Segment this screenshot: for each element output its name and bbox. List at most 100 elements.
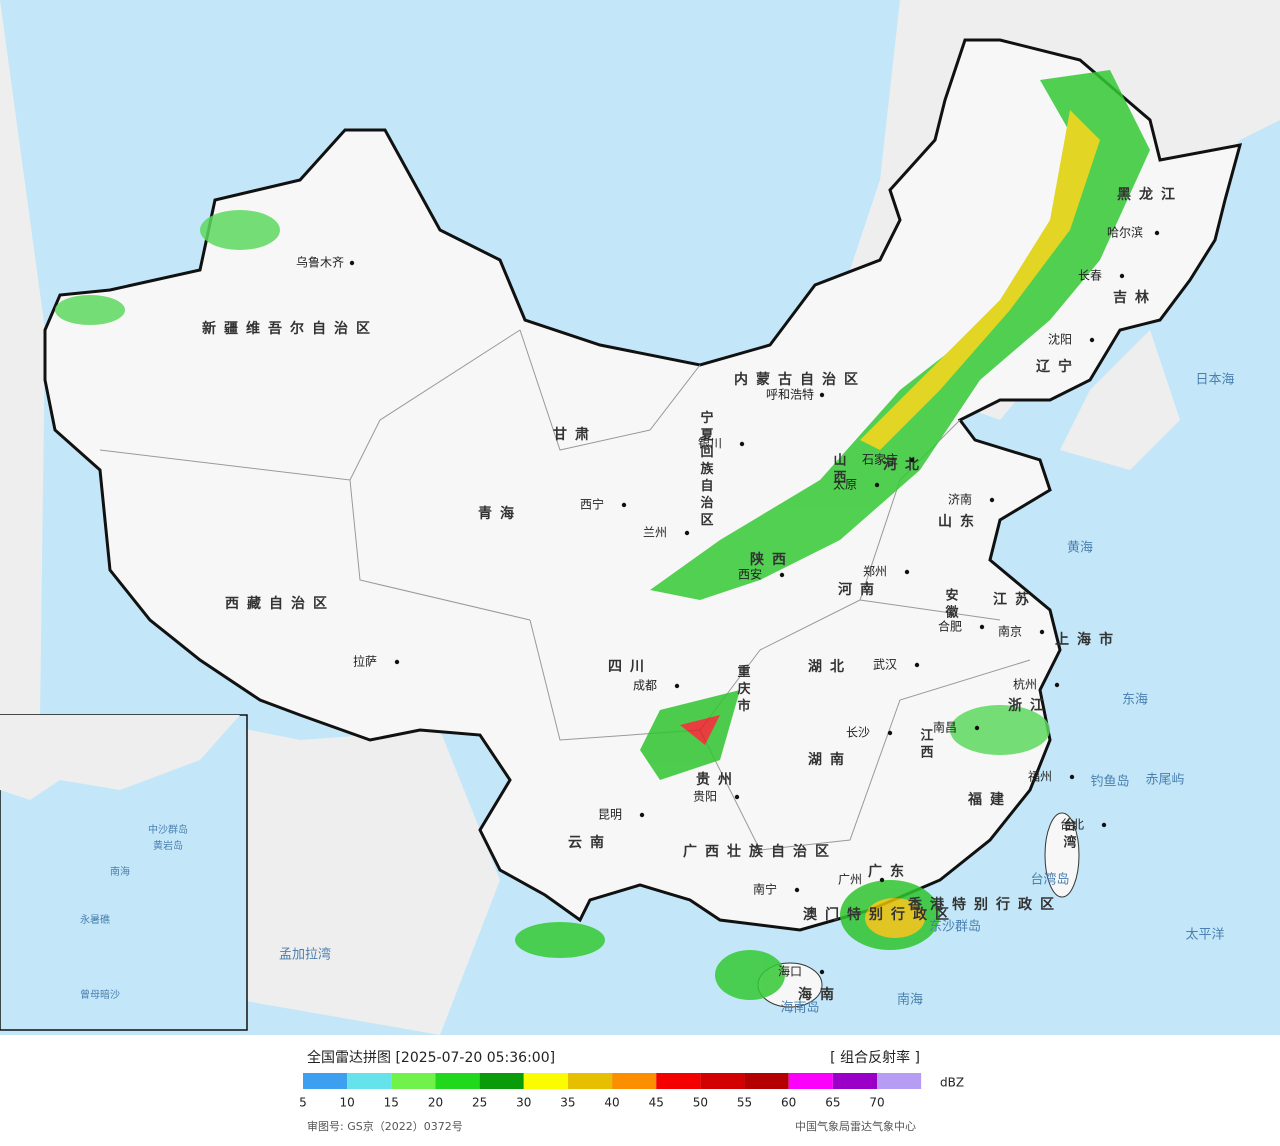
province-label: 福建 xyxy=(967,791,1012,808)
sea-label: 钓鱼岛 xyxy=(1090,774,1129,790)
inset-label: 曾母暗沙 xyxy=(80,988,120,1001)
city-dot xyxy=(734,794,740,800)
legend-tick-label: 65 xyxy=(825,1096,840,1110)
city-dot xyxy=(794,887,800,893)
legend-box xyxy=(832,1073,877,1089)
legend-box xyxy=(656,1073,701,1089)
province-label: 新疆维吾尔自治区 xyxy=(202,320,378,337)
china-outline xyxy=(43,38,1243,932)
sea-label: 东沙群岛 xyxy=(929,919,981,935)
city-dot xyxy=(874,482,880,488)
city-label: 武汉 xyxy=(873,658,897,672)
city-label: 成都 xyxy=(633,679,657,693)
province-label: 贵州 xyxy=(696,771,740,788)
province-label: 上海市 xyxy=(1055,631,1121,648)
inset-label: 中沙群岛 xyxy=(148,823,188,836)
inset-label: 黄岩岛 xyxy=(153,839,183,852)
legend-tick-label: 30 xyxy=(516,1096,531,1110)
legend-tick-label: 10 xyxy=(340,1096,355,1110)
city-dot xyxy=(639,812,645,818)
approval: 审图号: GS京（2022）0372号 xyxy=(307,1119,463,1133)
sea-label: 太平洋 xyxy=(1185,928,1224,943)
inset-label: 南海 xyxy=(110,865,130,878)
city-dot xyxy=(974,725,980,731)
city-dot xyxy=(394,659,400,665)
province-label: 陕西 xyxy=(750,551,794,568)
city-label: 西安 xyxy=(738,567,762,582)
province-label: 广东 xyxy=(868,863,912,880)
legend-tick-label: 20 xyxy=(428,1096,443,1110)
sea-label: 东海 xyxy=(1122,693,1148,708)
legend-tick-label: 60 xyxy=(781,1096,796,1110)
city-label: 西宁 xyxy=(580,497,604,512)
city-label: 台北 xyxy=(1060,817,1084,832)
sea-label: 孟加拉湾 xyxy=(279,947,331,963)
radar-echoes xyxy=(55,70,1150,1000)
legend-tick-label: 25 xyxy=(472,1096,487,1110)
legend-box xyxy=(788,1073,833,1089)
legend-box xyxy=(523,1073,568,1089)
legend-tick-label: 40 xyxy=(604,1096,619,1110)
product: [ 组合反射率 ] xyxy=(830,1049,920,1066)
province-label: 江苏 xyxy=(993,591,1037,608)
province-label: 辽宁 xyxy=(1036,358,1080,375)
legend-box xyxy=(567,1073,613,1089)
legend-box xyxy=(744,1073,789,1089)
legend-tick-label: 35 xyxy=(560,1096,575,1110)
city-dot xyxy=(1054,682,1060,688)
province-label: 香港特别行政区 xyxy=(907,896,1062,913)
city-label: 合肥 xyxy=(938,619,962,634)
province-label: 山西 xyxy=(831,452,847,487)
city-dot xyxy=(684,530,690,536)
city-dot xyxy=(1089,337,1095,343)
city-label: 乌鲁木齐 xyxy=(296,255,344,270)
province-label: 四川 xyxy=(608,659,652,675)
legend-box xyxy=(303,1073,348,1089)
city-dot xyxy=(914,662,920,668)
city-dot xyxy=(887,730,893,736)
city-dot xyxy=(819,969,825,975)
city-label: 昆明 xyxy=(598,808,622,822)
city-dot xyxy=(621,502,627,508)
city-label: 长沙 xyxy=(846,726,870,740)
korea xyxy=(1060,330,1180,470)
legend-tick-label: 50 xyxy=(693,1096,708,1110)
province-label: 宁夏回族自治区 xyxy=(698,410,715,530)
sea-label: 黄海 xyxy=(1067,541,1093,556)
city-label: 沈阳 xyxy=(1048,332,1072,347)
city-label: 长春 xyxy=(1078,269,1102,283)
city-label: 太原 xyxy=(833,477,857,492)
city-label: 济南 xyxy=(948,492,972,507)
city-dot xyxy=(904,569,910,575)
agency: 中国气象局雷达气象中心 xyxy=(795,1119,916,1133)
city-label: 石家庄 xyxy=(862,452,898,467)
province-borders xyxy=(99,329,1031,851)
title: 全国雷达拼图 [2025-07-20 05:36:00] xyxy=(307,1049,555,1066)
city-label: 南宁 xyxy=(753,882,777,897)
city-dot xyxy=(1154,230,1160,236)
province-label: 甘肃 xyxy=(553,426,597,443)
legend-box xyxy=(700,1073,745,1089)
province-label: 河南 xyxy=(838,581,882,598)
sea-label: 海南岛 xyxy=(780,1000,819,1016)
legend-tick-label: 5 xyxy=(299,1096,307,1110)
province-label: 重庆市 xyxy=(735,664,752,716)
city-dot xyxy=(1069,774,1075,780)
city-dot xyxy=(739,441,745,447)
legend-tick-label: 15 xyxy=(384,1096,399,1110)
sea-label: 日本海 xyxy=(1195,373,1234,388)
city-label: 哈尔滨 xyxy=(1107,225,1143,240)
city-label: 广州 xyxy=(838,873,862,887)
city-dot xyxy=(979,624,985,630)
legend-box xyxy=(391,1073,436,1089)
province-label: 海南 xyxy=(798,986,842,1003)
city-dot xyxy=(819,392,825,398)
legend-box xyxy=(612,1073,657,1089)
city-dot xyxy=(1101,822,1107,828)
sea-label: 台湾岛 xyxy=(1030,872,1069,888)
province-label: 广西壮族自治区 xyxy=(683,843,837,860)
city-label: 杭州 xyxy=(1013,677,1037,692)
province-label: 山东 xyxy=(938,513,982,530)
legend-tick-label: 45 xyxy=(649,1096,664,1110)
